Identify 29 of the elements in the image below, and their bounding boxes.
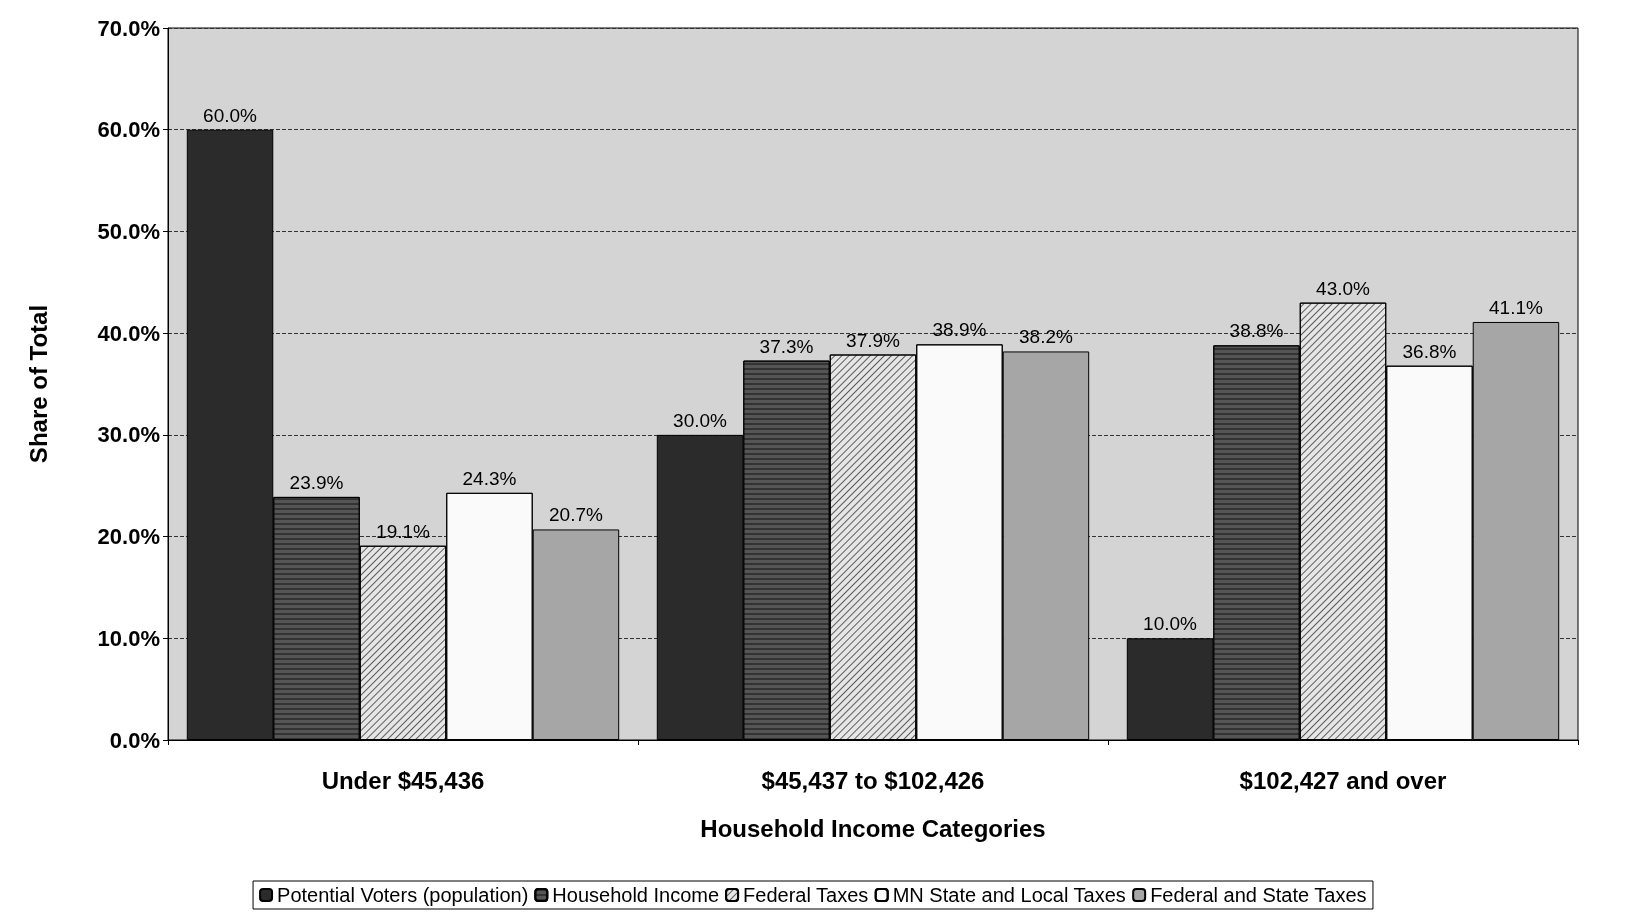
y-axis-title: Share of Total bbox=[24, 304, 52, 464]
legend-label: Household Income bbox=[552, 884, 720, 906]
y-tick-label: 0.0% bbox=[109, 727, 160, 753]
data-label: 60.0% bbox=[203, 104, 258, 126]
y-tick-label: 10.0% bbox=[97, 625, 160, 651]
y-tick-label: 40.0% bbox=[97, 320, 160, 346]
y-tick-label: 70.0% bbox=[97, 15, 160, 41]
data-label: 36.8% bbox=[1402, 340, 1457, 362]
data-label: 20.7% bbox=[549, 504, 603, 526]
x-tick-label: $45,437 to $102,426 bbox=[761, 766, 985, 794]
data-label: 37.9% bbox=[846, 329, 901, 351]
data-label: 30.0% bbox=[673, 409, 728, 431]
data-label: 41.1% bbox=[1489, 296, 1543, 318]
x-tick-label: $102,427 and over bbox=[1239, 766, 1447, 794]
y-tick-label: 30.0% bbox=[97, 422, 160, 448]
y-tick-label: 20.0% bbox=[97, 524, 160, 550]
data-label: 37.3% bbox=[759, 335, 814, 357]
legend-label: Federal and State Taxes bbox=[1150, 884, 1367, 906]
x-tick-label: Under $45,436 bbox=[321, 766, 485, 794]
legend-label: Potential Voters (population) bbox=[277, 884, 529, 906]
data-label: 10.0% bbox=[1143, 613, 1198, 635]
data-label: 43.0% bbox=[1316, 277, 1371, 299]
legend-label: MN State and Local Taxes bbox=[892, 884, 1126, 906]
legend-label: Federal Taxes bbox=[743, 884, 869, 906]
y-tick-label: 50.0% bbox=[97, 218, 160, 244]
data-label: 24.3% bbox=[462, 467, 517, 489]
y-tick-label: 60.0% bbox=[97, 117, 160, 143]
data-label: 23.9% bbox=[289, 471, 344, 493]
x-axis-title: Household Income Categories bbox=[700, 814, 1046, 842]
